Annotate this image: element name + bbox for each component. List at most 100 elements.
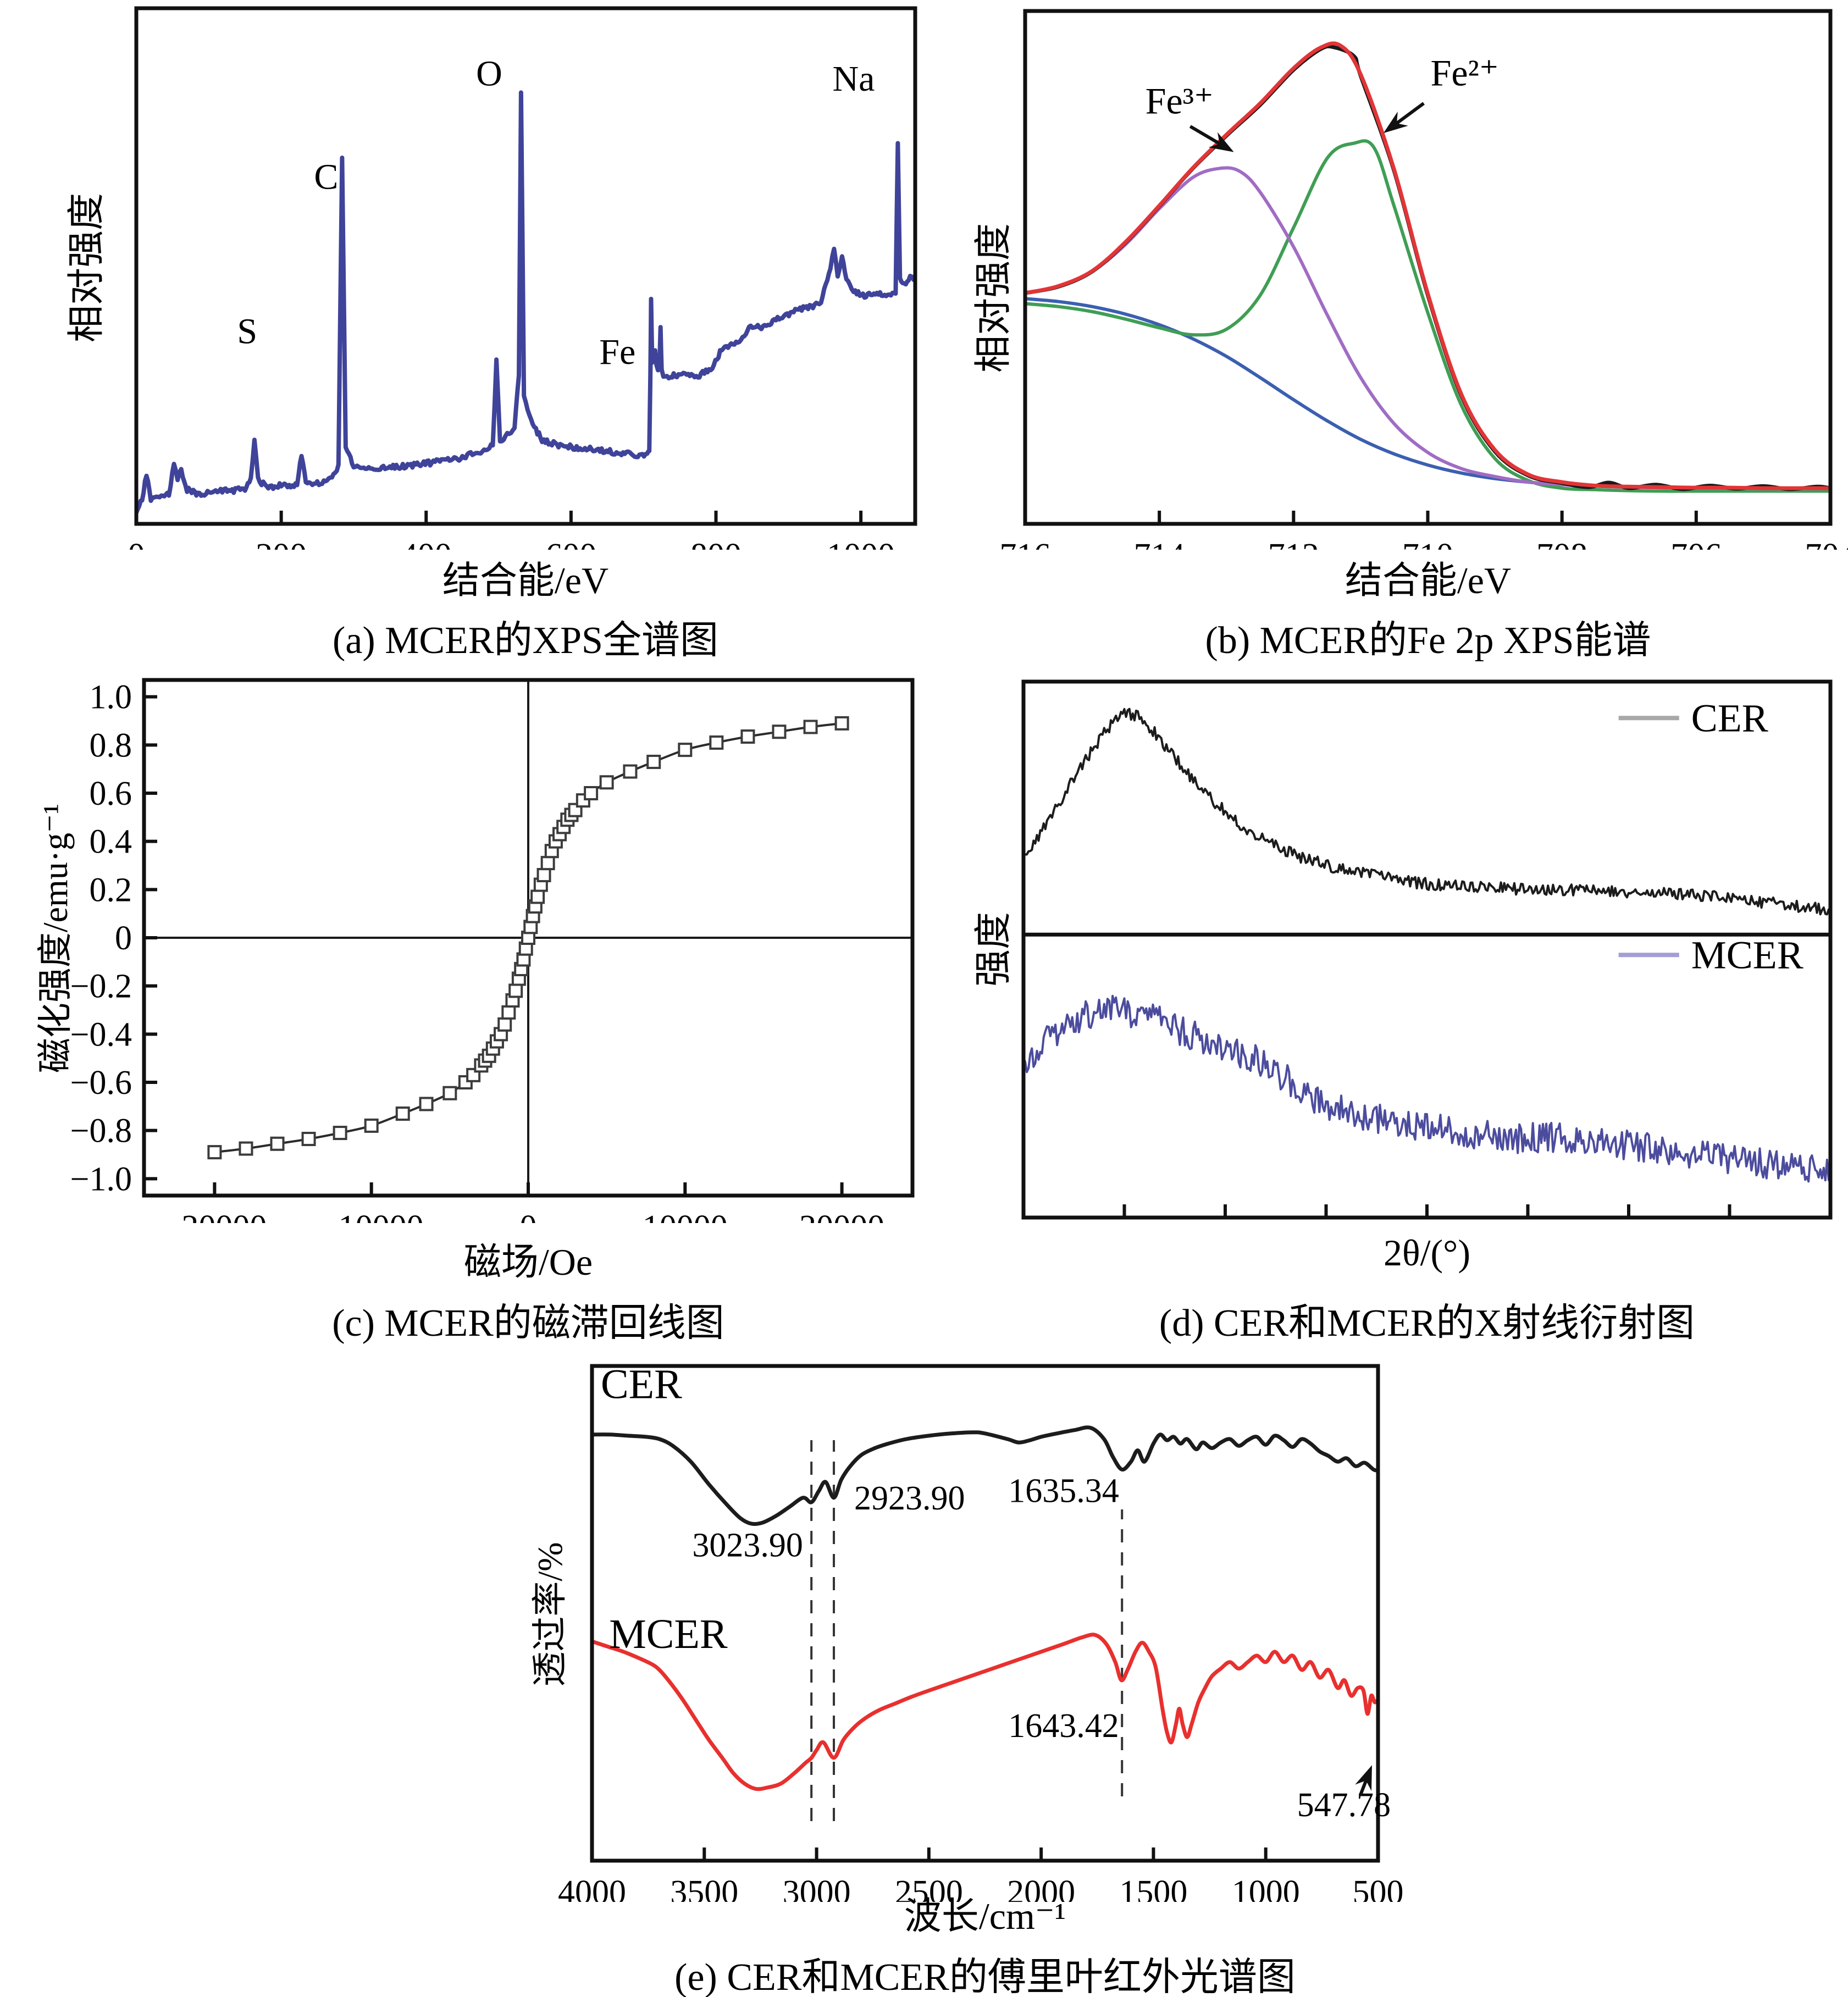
data-marker [442,1086,457,1100]
x-tick-label: 708 [1536,537,1587,550]
x-tick-label: 0 [520,1209,537,1223]
data-marker [501,1005,516,1020]
data-marker [678,743,693,757]
x-tick-label: 706 [1670,537,1722,550]
annotation-label: Fe³⁺ [1146,80,1214,122]
data-marker [584,786,599,801]
annotation-label: Fe²⁺ [1431,52,1499,93]
annotation-label: Na [832,59,875,99]
data-marker [646,755,661,770]
x-tick-label: 20000 [799,1209,884,1223]
data-marker [536,868,551,883]
x-tick-label: 3000 [783,1874,851,1902]
y-tick-label: 1.0 [90,679,132,716]
x-tick-label: −10000 [319,1209,424,1223]
data-marker [540,856,555,871]
y-tick-label: −0.8 [70,1113,132,1150]
x-axis-label-a: 结合能/eV [442,560,609,601]
x-tick-label: 2500 [895,1874,963,1902]
series-CER [592,1425,1378,1526]
x-tick-label: 600 [545,537,596,550]
data-marker [803,720,818,734]
annotation-label: S [237,312,257,352]
y-tick-label: 0.2 [90,871,132,909]
plot-border [590,1364,1380,1863]
y-tick-label: 0.8 [90,727,132,764]
caption-e: (e) CER和MCER的傅里叶红外光谱图 [674,1956,1296,1997]
series-MCER [592,1633,1378,1791]
x-tick-label: 704 [1805,537,1848,550]
data-marker [709,735,724,750]
x-tick-label: 710 [1402,537,1453,550]
annotation-label: MCER [609,1611,728,1657]
x-tick-label: 200 [256,537,307,550]
y-axis-label-b: 相对强度 [972,223,1014,373]
series-CER [1023,707,1830,916]
data-marker [599,775,614,790]
data-marker [772,724,787,739]
data-marker [395,1106,410,1121]
annotation-arrow-head [1383,112,1408,134]
x-tick-label: 4000 [558,1874,626,1902]
x-tick-label: 714 [1134,537,1185,550]
annotation-label: Fe [599,332,635,372]
caption-c: (c) MCER的磁滞回线图 [332,1302,724,1345]
data-marker [740,729,755,744]
x-tick-label: 10000 [643,1209,728,1223]
y-tick-label: −0.4 [70,1016,132,1053]
data-marker [364,1118,379,1133]
fe2p-xps-plot: 716 714 712 710 708 706 704 Fe³⁺ Fe²⁺ [1000,9,1848,550]
x-tick-label: −20000 [162,1209,267,1223]
data-marker [301,1131,316,1146]
plot-border [134,6,917,526]
annotation-arrow-shaft [1189,125,1221,145]
data-marker [623,764,638,779]
data-marker [270,1136,285,1151]
annotation-arrow-shaft [1396,102,1425,125]
data-marker [834,716,849,731]
x-tick-label: 500 [1353,1874,1404,1902]
data-marker [207,1145,222,1160]
x-tick-label: 716 [1000,537,1051,550]
legend-label-MCER: MCER [1691,933,1803,977]
caption-b: (b) MCER的Fe 2p XPS能谱 [1205,619,1651,662]
series-MCER-survey [136,90,915,515]
x-tick-label: 1000 [827,537,895,550]
y-tick-label: −0.2 [70,968,132,1005]
annotation-label: 547.78 [1297,1786,1391,1824]
x-tick-label: 1000 [1232,1874,1300,1902]
annotation-label: O [476,54,502,94]
x-tick-label: 712 [1268,537,1319,550]
y-axis-label-e: 透过率/% [530,1542,569,1687]
series-fit [1025,41,1830,490]
data-marker [419,1097,434,1111]
x-tick-label: 3500 [670,1874,738,1902]
y-axis-label-d: 强度 [972,912,1014,987]
x-tick-label: 400 [401,537,452,550]
y-tick-label: 0.4 [90,823,132,861]
x-axis-label-d: 2θ/(°) [1384,1232,1470,1274]
annotation-label: 1635.34 [1008,1473,1119,1510]
x-tick-label: 800 [690,537,742,550]
annotation-label: 3023.90 [692,1527,803,1564]
y-tick-label: −1.0 [70,1160,132,1198]
y-axis-label-c: 磁化强度/emu·g⁻¹ [36,803,75,1074]
series-Fe3-peak [1025,166,1830,491]
series-Fe2-peak [1025,139,1830,493]
annotation-label: 1643.42 [1008,1707,1119,1745]
data-marker [497,1017,512,1032]
series-MCER [1023,994,1830,1183]
x-axis-label-c: 磁场/Oe [463,1241,593,1283]
hysteresis-plot: −20000 −10000 0 10000 20000 1.0 0.8 0.6 0.4 0.2 0 −… [70,678,915,1223]
legend-label-CER: CER [1691,696,1768,740]
annotation-arrow-shaft [1358,1780,1368,1796]
data-marker [333,1126,347,1141]
annotation-label: C [314,157,338,197]
x-tick-label: 0 [128,537,145,550]
annotation-label: CER [601,1362,682,1408]
y-axis-label-a: 相对强度 [65,193,107,343]
xrd-plot: 102030405060708090CERMCER [1021,679,1833,1220]
x-tick-label: 1500 [1119,1874,1187,1902]
caption-d: (d) CER和MCER的X射线衍射图 [1159,1302,1695,1345]
